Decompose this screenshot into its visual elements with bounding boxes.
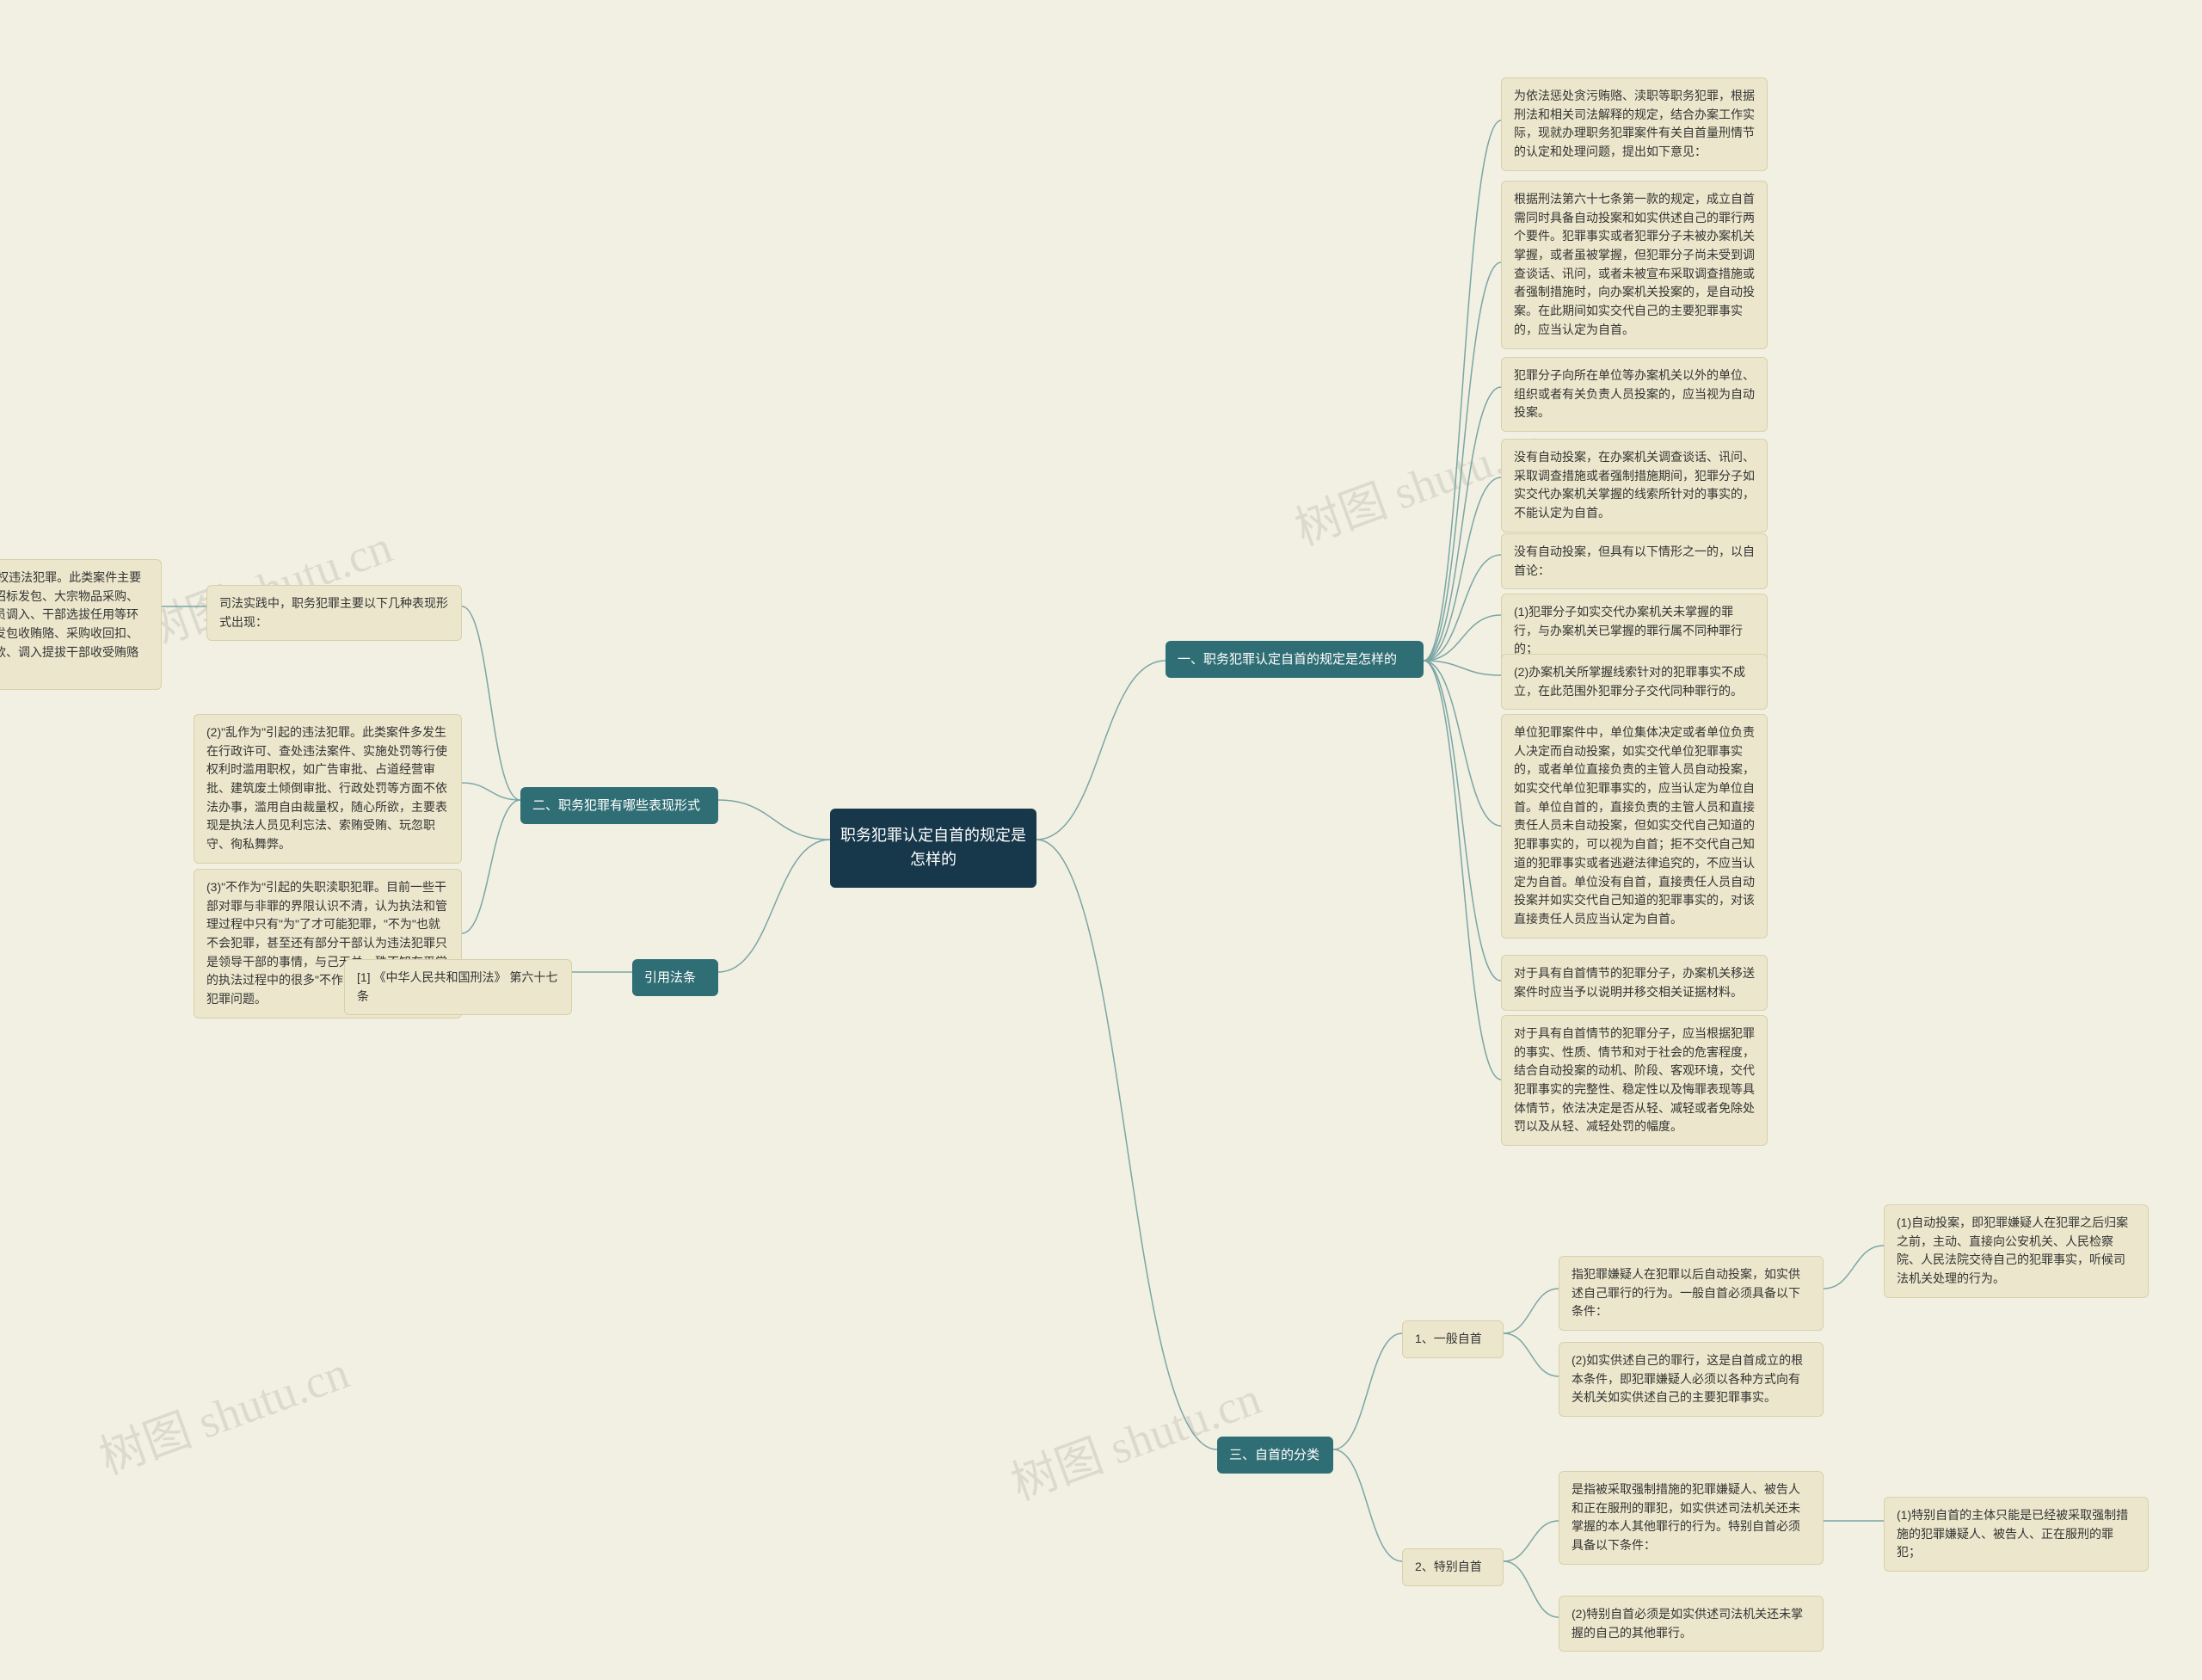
s3b-item: (1)特别自首的主体只能是已经被采取强制措施的犯罪嫌疑人、被告人、正在服刑的罪犯… bbox=[1884, 1497, 2149, 1572]
root-node: 职务犯罪认定自首的规定是怎样的 bbox=[830, 809, 1036, 888]
s1-item: (2)办案机关所掌握线索针对的犯罪事实不成立，在此范围外犯罪分子交代同种罪行的。 bbox=[1501, 654, 1768, 710]
section-3: 三、自首的分类 bbox=[1217, 1437, 1333, 1474]
section-1: 一、职务犯罪认定自首的规定是怎样的 bbox=[1166, 641, 1424, 678]
s1-item: 犯罪分子向所在单位等办案机关以外的单位、组织或者有关负责人员投案的，应当视为自动… bbox=[1501, 357, 1768, 432]
watermark: 树图 shutu.cn bbox=[89, 1334, 357, 1487]
s3b-intro: 是指被采取强制措施的犯罪嫌疑人、被告人和正在服刑的罪犯，如实供述司法机关还未掌握… bbox=[1559, 1471, 1824, 1565]
s1-item: 根据刑法第六十七条第一款的规定，成立自首需同时具备自动投案和如实供述自己的罪行两… bbox=[1501, 181, 1768, 349]
s1-item: 单位犯罪案件中，单位集体决定或者单位负责人决定而自动投案，如实交代单位犯罪事实的… bbox=[1501, 714, 1768, 938]
s1-item: 为依法惩处贪污贿赂、渎职等职务犯罪，根据刑法和相关司法解释的规定，结合办案工作实… bbox=[1501, 77, 1768, 171]
s1-item: 没有自动投案，在办案机关调查谈话、讯问、采取调查措施或者强制措施期间，犯罪分子如… bbox=[1501, 439, 1768, 532]
s3a-item: (1)自动投案，即犯罪嫌疑人在犯罪之后归案之前，主动、直接向公安机关、人民检察院… bbox=[1884, 1204, 2149, 1298]
ref-item: [1] 《中华人民共和国刑法》 第六十七条 bbox=[344, 959, 572, 1015]
section-ref: 引用法条 bbox=[632, 959, 718, 996]
s3a-intro: 指犯罪嫌疑人在犯罪以后自动投案，如实供述自己罪行的行为。一般自首必须具备以下条件… bbox=[1559, 1256, 1824, 1331]
s1-item: 对于具有自首情节的犯罪分子，办案机关移送案件时应当予以说明并移交相关证据材料。 bbox=[1501, 955, 1768, 1011]
s3a-item: (2)如实供述自己的罪行，这是自首成立的根本条件，即犯罪嫌疑人必须以各种方式向有… bbox=[1559, 1342, 1824, 1417]
s3a-title: 1、一般自首 bbox=[1402, 1320, 1504, 1358]
s1-item: 没有自动投案，但具有以下情形之一的，以自首论： bbox=[1501, 533, 1768, 589]
s2-item: (1)滥用行政管理权违法犯罪。此类案件主要发生在基建工程招标发包、大宗物品采购、… bbox=[0, 559, 162, 690]
section-2: 二、职务犯罪有哪些表现形式 bbox=[520, 787, 718, 824]
s1-item: 对于具有自首情节的犯罪分子，应当根据犯罪的事实、性质、情节和对于社会的危害程度，… bbox=[1501, 1015, 1768, 1146]
s2-intro: 司法实践中，职务犯罪主要以下几种表现形式出现： bbox=[206, 585, 462, 641]
s2-item: (2)"乱作为"引起的违法犯罪。此类案件多发生在行政许可、查处违法案件、实施处罚… bbox=[194, 714, 462, 864]
s3b-item: (2)特别自首必须是如实供述司法机关还未掌握的自己的其他罪行。 bbox=[1559, 1596, 1824, 1652]
s3b-title: 2、特别自首 bbox=[1402, 1548, 1504, 1586]
